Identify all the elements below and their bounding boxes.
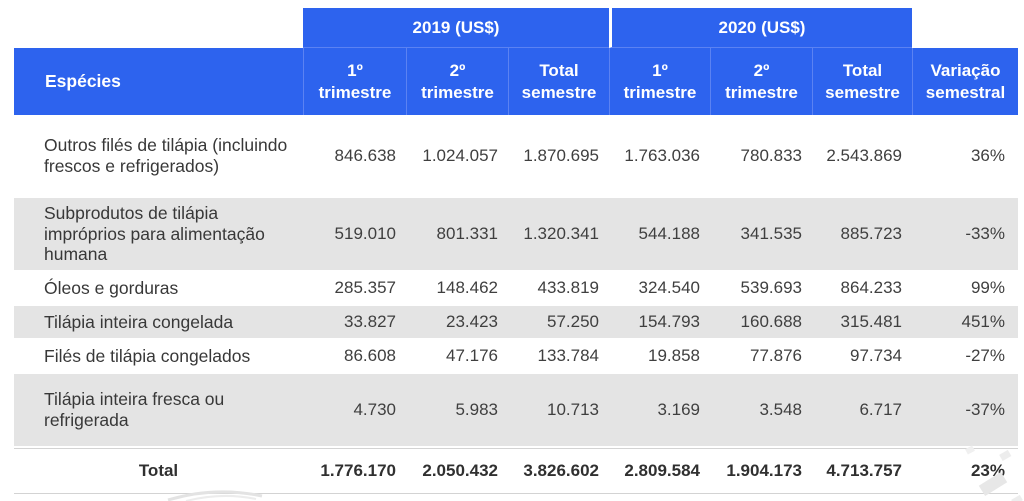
total-value-cell: 3.826.602: [508, 448, 609, 494]
total-value-cell: 2.809.584: [609, 448, 710, 494]
value-cell: 324.540: [609, 270, 710, 304]
value-cell: 885.723: [812, 196, 912, 270]
value-cell: 1.320.341: [508, 196, 609, 270]
variation-cell: -27%: [912, 338, 1018, 372]
value-cell: 10.713: [508, 372, 609, 448]
value-cell: 33.827: [303, 304, 406, 338]
value-cell: 544.188: [609, 196, 710, 270]
species-cell: Tilápia inteira congelada: [14, 304, 303, 338]
total-value-cell: 4.713.757: [812, 448, 912, 494]
column-group-2020: 2020 (US$): [609, 8, 912, 48]
value-cell: 2.543.869: [812, 115, 912, 196]
column-header-species: Espécies: [14, 48, 303, 115]
variation-cell: -33%: [912, 196, 1018, 270]
species-cell: Óleos e gorduras: [14, 270, 303, 304]
value-cell: 3.169: [609, 372, 710, 448]
column-header-q2-2020: 2º trimestre: [710, 48, 812, 115]
value-cell: 864.233: [812, 270, 912, 304]
value-cell: 780.833: [710, 115, 812, 196]
value-cell: 154.793: [609, 304, 710, 338]
value-cell: 160.688: [710, 304, 812, 338]
species-cell: Filés de tilápia congelados: [14, 338, 303, 372]
variation-cell: 36%: [912, 115, 1018, 196]
value-cell: 57.250: [508, 304, 609, 338]
value-cell: 539.693: [710, 270, 812, 304]
value-cell: 315.481: [812, 304, 912, 338]
column-header-q1-2019: 1º trimestre: [303, 48, 406, 115]
species-cell: Subprodutos de tilápia impróprios para a…: [14, 196, 303, 270]
column-header-q2-2019: 2º trimestre: [406, 48, 508, 115]
column-header-variation: Variação semestral: [912, 48, 1018, 115]
column-header-total-2019: Total semestre: [508, 48, 609, 115]
value-cell: 19.858: [609, 338, 710, 372]
value-cell: 77.876: [710, 338, 812, 372]
total-value-cell: 2.050.432: [406, 448, 508, 494]
column-group-2019: 2019 (US$): [303, 8, 609, 48]
total-variation-cell: 23%: [912, 448, 1018, 494]
value-cell: 4.730: [303, 372, 406, 448]
value-cell: 341.535: [710, 196, 812, 270]
band-spacer-right: [912, 8, 1018, 48]
value-cell: 1.763.036: [609, 115, 710, 196]
value-cell: 846.638: [303, 115, 406, 196]
value-cell: 519.010: [303, 196, 406, 270]
variation-cell: 99%: [912, 270, 1018, 304]
species-cell: Tilápia inteira fresca ou refrigerada: [14, 372, 303, 448]
total-value-cell: 1.776.170: [303, 448, 406, 494]
value-cell: 285.357: [303, 270, 406, 304]
value-cell: 1.024.057: [406, 115, 508, 196]
value-cell: 148.462: [406, 270, 508, 304]
value-cell: 433.819: [508, 270, 609, 304]
value-cell: 801.331: [406, 196, 508, 270]
column-header-q1-2020: 1º trimestre: [609, 48, 710, 115]
band-spacer-left: [14, 8, 303, 48]
value-cell: 5.983: [406, 372, 508, 448]
variation-cell: -37%: [912, 372, 1018, 448]
value-cell: 86.608: [303, 338, 406, 372]
total-label: Total: [14, 448, 303, 494]
value-cell: 97.734: [812, 338, 912, 372]
value-cell: 133.784: [508, 338, 609, 372]
value-cell: 23.423: [406, 304, 508, 338]
data-table: 2019 (US$) 2020 (US$) Espécies 1º trimes…: [14, 8, 1018, 494]
variation-cell: 451%: [912, 304, 1018, 338]
value-cell: 3.548: [710, 372, 812, 448]
value-cell: 47.176: [406, 338, 508, 372]
value-cell: 6.717: [812, 372, 912, 448]
column-header-total-2020: Total semestre: [812, 48, 912, 115]
total-value-cell: 1.904.173: [710, 448, 812, 494]
value-cell: 1.870.695: [508, 115, 609, 196]
species-cell: Outros filés de tilápia (incluindo fresc…: [14, 115, 303, 196]
